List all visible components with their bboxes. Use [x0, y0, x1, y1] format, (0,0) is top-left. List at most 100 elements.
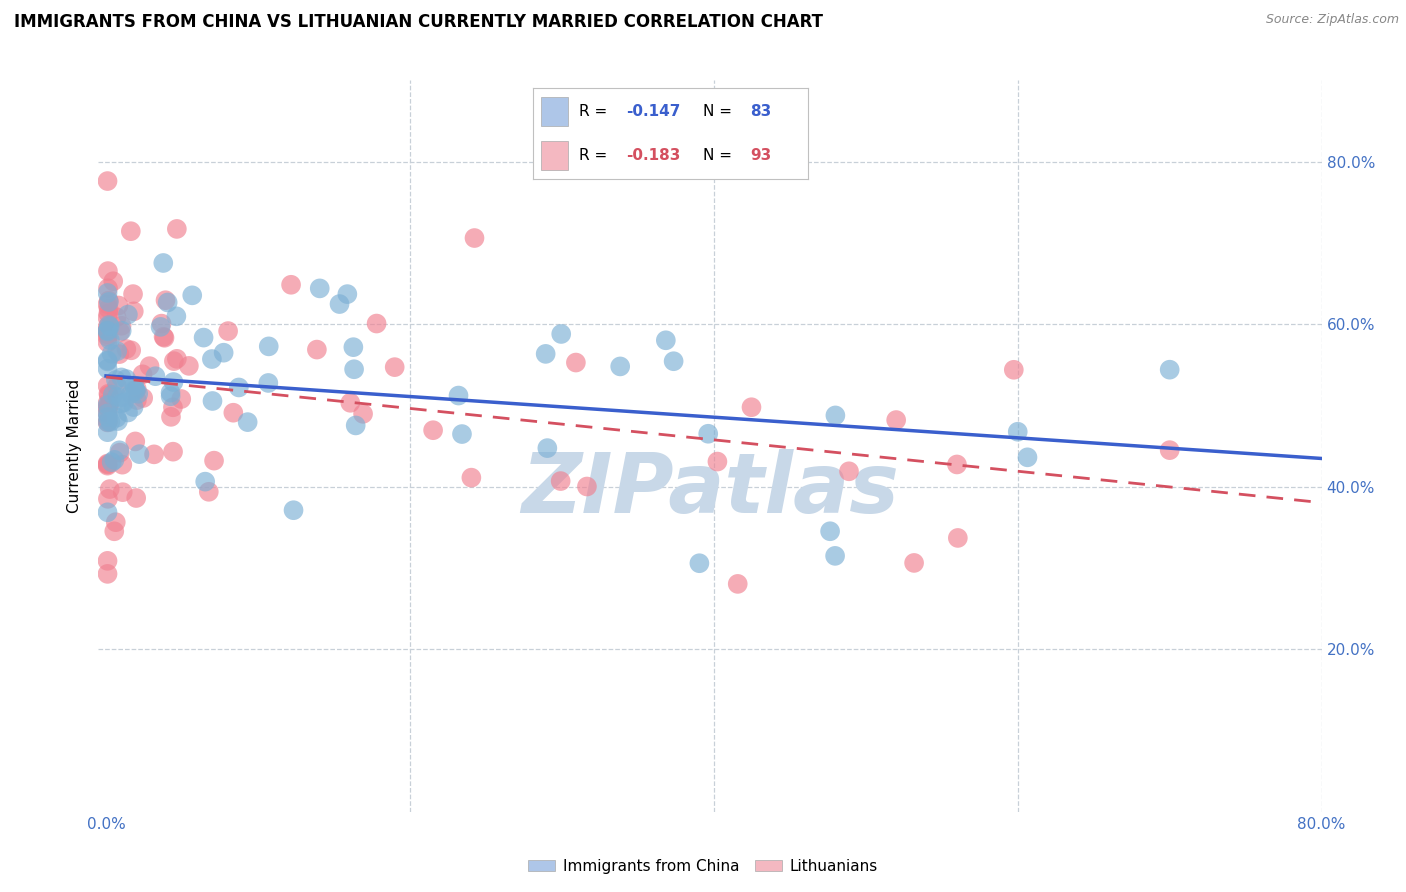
Point [108, 445, 131, 459]
Point [165, 310, 187, 324]
Point [96, 310, 118, 325]
Point [101, 387, 124, 401]
Point [96, 354, 118, 368]
Point [127, 386, 149, 401]
Point [166, 222, 188, 236]
Point [100, 455, 122, 469]
Point [217, 324, 239, 338]
Point [201, 352, 224, 367]
Point [96, 330, 118, 344]
Point [343, 362, 366, 376]
Point [344, 418, 367, 433]
Point [105, 390, 128, 404]
Point [534, 347, 557, 361]
Point [105, 379, 128, 393]
Point [104, 515, 127, 529]
Point [122, 287, 145, 301]
Point [96, 335, 118, 350]
Point [824, 409, 846, 423]
Point [138, 359, 160, 373]
Point [98, 319, 121, 334]
Point [96, 297, 118, 311]
Point [97, 295, 120, 310]
Point [97, 264, 120, 278]
Point [97, 301, 120, 316]
Point [120, 343, 142, 358]
Point [152, 330, 174, 344]
Point [1007, 425, 1029, 439]
Point [170, 392, 193, 406]
Point [98, 398, 121, 412]
Point [202, 453, 225, 467]
Point [1002, 363, 1025, 377]
Point [257, 339, 280, 353]
Point [884, 413, 907, 427]
Point [740, 401, 762, 415]
Y-axis label: Currently Married: Currently Married [67, 379, 83, 513]
Point [111, 458, 134, 472]
Point [162, 375, 184, 389]
Point [565, 355, 588, 369]
Point [283, 503, 305, 517]
Point [451, 427, 474, 442]
Point [96, 325, 118, 339]
Point [342, 340, 364, 354]
Point [609, 359, 631, 374]
Point [824, 549, 846, 563]
Point [97, 491, 120, 506]
Point [257, 376, 280, 390]
Point [697, 426, 720, 441]
Point [124, 383, 146, 397]
Point [212, 345, 235, 359]
Point [688, 556, 710, 570]
Point [463, 231, 485, 245]
Point [177, 359, 200, 373]
Point [97, 386, 120, 401]
Point [110, 370, 132, 384]
Point [103, 524, 125, 539]
Point [662, 354, 685, 368]
Point [946, 531, 969, 545]
Point [122, 304, 145, 318]
Point [96, 406, 118, 420]
Point [108, 325, 131, 339]
Point [1017, 450, 1039, 465]
Point [96, 353, 118, 368]
Text: IMMIGRANTS FROM CHINA VS LITHUANIAN CURRENTLY MARRIED CORRELATION CHART: IMMIGRANTS FROM CHINA VS LITHUANIAN CURR… [14, 13, 823, 31]
Point [125, 393, 148, 408]
Point [222, 406, 245, 420]
Point [1159, 362, 1181, 376]
Point [98, 415, 121, 429]
Point [162, 444, 184, 458]
Point [198, 484, 221, 499]
Point [236, 415, 259, 429]
Point [125, 384, 148, 398]
Point [96, 458, 118, 472]
Point [96, 406, 118, 420]
Point [727, 577, 749, 591]
Text: ZIPatlas: ZIPatlas [522, 450, 898, 531]
Point [103, 453, 125, 467]
Legend: Immigrants from China, Lithuanians: Immigrants from China, Lithuanians [522, 853, 884, 880]
Point [97, 401, 120, 416]
Point [97, 414, 120, 428]
Point [96, 400, 118, 414]
Point [96, 458, 118, 473]
Point [110, 396, 132, 410]
Point [131, 368, 153, 382]
Point [162, 401, 184, 415]
Point [115, 342, 138, 356]
Point [96, 361, 118, 376]
Point [149, 319, 172, 334]
Point [366, 317, 388, 331]
Point [96, 457, 118, 471]
Point [159, 385, 181, 400]
Point [96, 174, 118, 188]
Point [124, 434, 146, 449]
Point [153, 331, 176, 345]
Point [550, 474, 572, 488]
Point [125, 382, 148, 396]
Point [97, 281, 120, 295]
Point [228, 380, 250, 394]
Point [96, 566, 118, 581]
